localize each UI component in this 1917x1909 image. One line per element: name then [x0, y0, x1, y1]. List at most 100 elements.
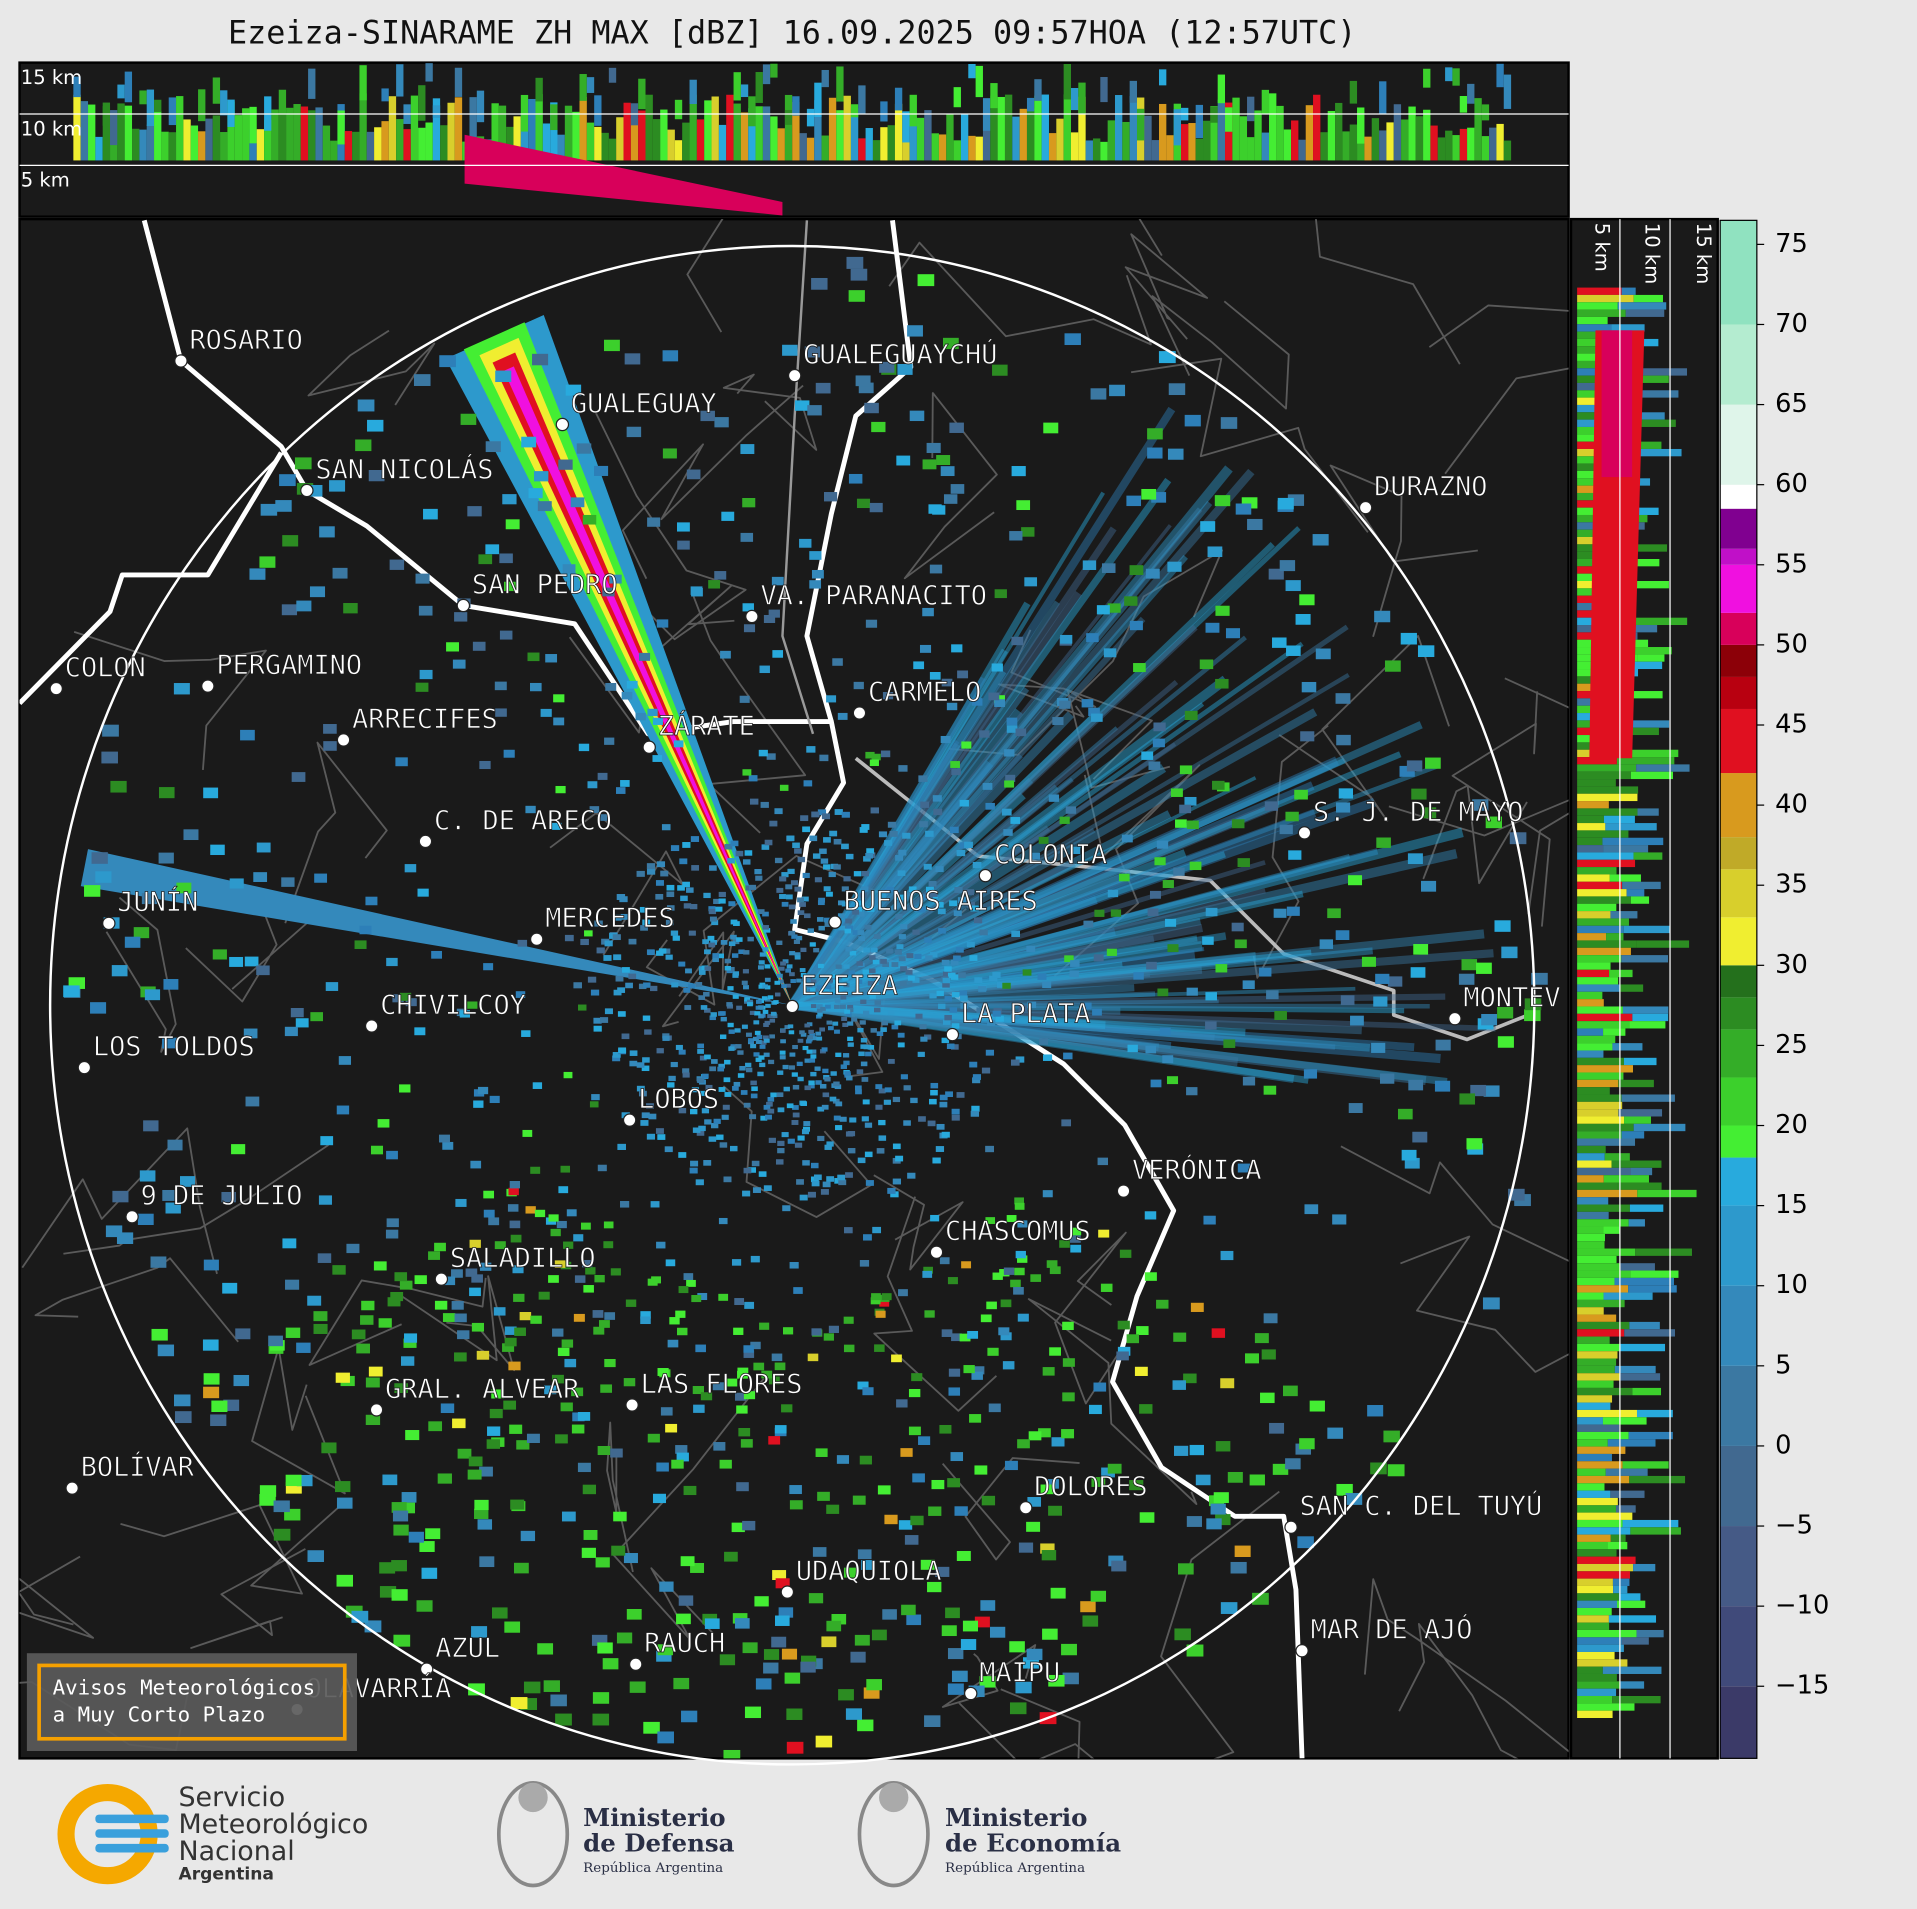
echo-cell — [1205, 907, 1218, 917]
colorbar-tick-label: −15 — [1775, 1671, 1829, 1701]
echo-cell — [210, 844, 225, 856]
echo-cell — [808, 1029, 814, 1034]
echo-cell — [742, 1642, 758, 1654]
section-cell — [880, 101, 888, 122]
section-cell — [1577, 1556, 1636, 1564]
echo-cell — [879, 1299, 890, 1307]
colorbar-tick-label: 55 — [1775, 549, 1808, 579]
echo-cell — [284, 1508, 301, 1521]
echo-cell — [666, 891, 675, 898]
echo-cell — [807, 1191, 816, 1198]
echo-cell — [1312, 534, 1329, 546]
echo-cell — [865, 619, 878, 628]
echo-cell — [313, 1311, 328, 1322]
section-cell — [821, 135, 829, 161]
echo-cell — [864, 402, 879, 414]
section-cell — [1633, 294, 1663, 303]
echo-cell — [678, 1595, 694, 1606]
echo-cell — [715, 906, 723, 912]
echo-cell — [1040, 1484, 1055, 1495]
echo-cell — [1260, 1392, 1275, 1404]
section-cell — [1203, 120, 1211, 161]
section-cell — [1114, 95, 1123, 161]
section-cell — [315, 107, 323, 161]
section-cell — [1577, 771, 1631, 780]
echo-cell — [1147, 447, 1163, 459]
echo-cell — [789, 951, 796, 956]
place-dot — [852, 706, 867, 720]
section-cell — [564, 105, 573, 161]
section-cell — [322, 125, 331, 161]
section-cell — [124, 105, 133, 161]
echo-cell — [1082, 560, 1097, 570]
section-cell — [1423, 68, 1431, 88]
echo-cell — [629, 1050, 638, 1056]
echo-cell — [613, 989, 622, 996]
echo-cell — [504, 1621, 521, 1633]
echo-cell — [1410, 967, 1426, 978]
echo-cell — [863, 947, 870, 953]
echo-cell — [887, 821, 897, 828]
section-cell — [1618, 1079, 1654, 1088]
section-cell — [1607, 1541, 1628, 1550]
echo-cell — [703, 892, 711, 899]
echo-cell — [768, 1137, 776, 1143]
echo-cell — [657, 1644, 673, 1656]
echo-cell — [597, 1164, 607, 1172]
logo-stripe — [95, 1829, 169, 1838]
echo-cell — [964, 841, 973, 848]
colorbar-tick-label: 25 — [1775, 1030, 1808, 1060]
echo-cell — [728, 966, 735, 972]
section-cell — [190, 125, 199, 161]
echo-cell — [613, 954, 622, 961]
echo-cell — [859, 892, 867, 898]
echo-cell — [767, 1014, 773, 1019]
echo-cell — [1412, 1131, 1428, 1143]
echo-cell — [872, 959, 880, 965]
echo-cell — [826, 1176, 835, 1182]
section-cell — [1019, 108, 1027, 161]
echo-cell — [810, 1071, 817, 1077]
echo-cell — [734, 1392, 747, 1401]
echo-cell — [1045, 1479, 1059, 1489]
echo-cell — [842, 1053, 850, 1058]
echo-cell — [844, 1071, 851, 1076]
echo-cell — [857, 1381, 869, 1390]
section-cell — [1622, 1461, 1669, 1469]
echo-cell — [698, 1125, 706, 1132]
district-border — [63, 1144, 329, 1255]
echo-cell — [504, 1337, 517, 1347]
echo-cell — [959, 842, 969, 849]
echo-cell — [972, 1077, 981, 1084]
echo-cell — [805, 1039, 812, 1044]
district-border — [941, 1457, 1080, 1561]
section-cell — [168, 97, 177, 126]
section-cell — [990, 83, 998, 109]
echo-cell — [223, 1399, 240, 1411]
notice-frame[interactable] — [37, 1663, 347, 1741]
echo-cell — [683, 987, 691, 993]
echo-cell — [1106, 948, 1117, 956]
echo-cell — [778, 1607, 794, 1618]
echo-cell — [895, 855, 904, 861]
section-cell — [1577, 1424, 1620, 1432]
echo-cell — [741, 980, 748, 985]
echo-cell — [1335, 693, 1351, 704]
echo-cell — [895, 1155, 904, 1162]
echo-cell — [570, 497, 585, 508]
colorbar-tick-label: 20 — [1775, 1110, 1808, 1140]
echo-cell — [211, 1400, 228, 1413]
echo-cell — [573, 982, 582, 989]
echo-cell — [1040, 1543, 1055, 1554]
section-cell — [858, 85, 866, 115]
echo-cell — [1061, 1119, 1072, 1127]
section-cell — [1577, 1065, 1633, 1073]
echo-cell — [1231, 922, 1244, 932]
echo-ray — [792, 986, 1356, 1008]
echo-ray — [788, 760, 994, 1008]
district-border — [613, 1378, 765, 1641]
echo-cell — [1069, 970, 1079, 978]
echo-cell — [1144, 1211, 1157, 1220]
echo-cell — [599, 1320, 610, 1328]
echo-cell — [644, 1029, 652, 1035]
